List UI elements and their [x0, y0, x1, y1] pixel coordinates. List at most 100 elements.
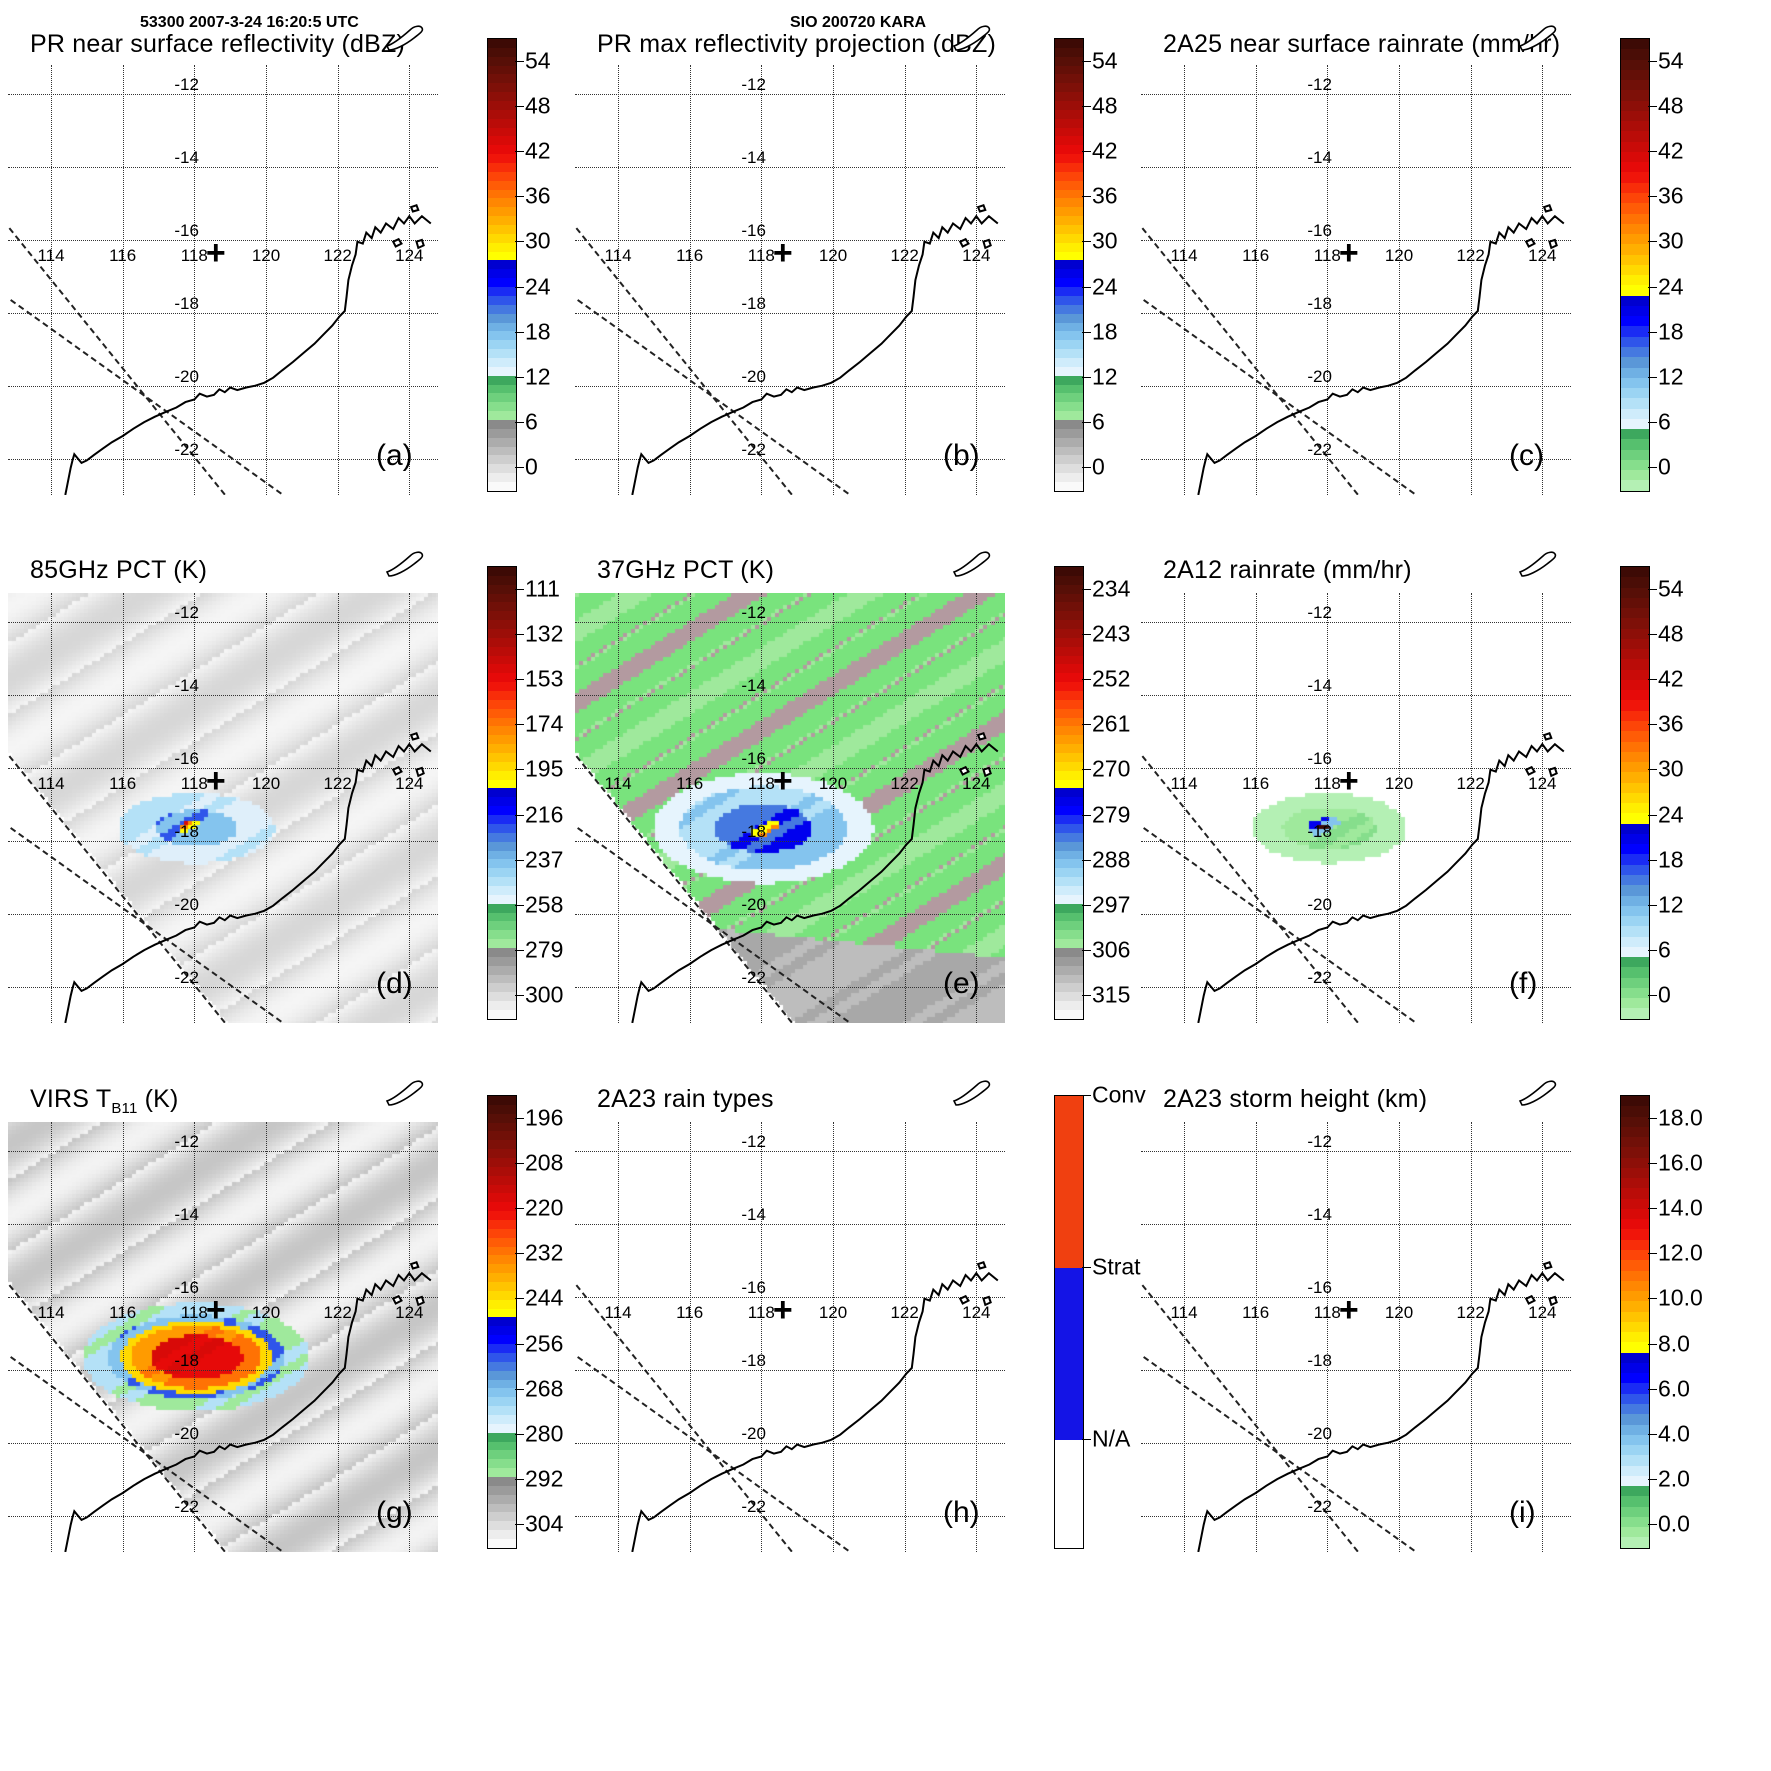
- center-marker: +: [1338, 1290, 1359, 1329]
- colorbar-segment: [488, 375, 516, 385]
- lon-tick-label: 122: [323, 773, 352, 793]
- colorbar-label: 18: [1092, 318, 1118, 345]
- colorbar-segment: [488, 983, 516, 993]
- colorbar-segment: [1055, 419, 1083, 429]
- colorbar-segment: [1055, 567, 1083, 576]
- island-shape: [1542, 732, 1553, 741]
- colorbar-2a12-rainrate: [1620, 566, 1650, 1020]
- colorbar-segment: [1621, 700, 1649, 711]
- colorbar-segment: [1621, 1445, 1649, 1456]
- colorbar-segment: [1621, 439, 1649, 450]
- gridline-lat: [8, 385, 438, 387]
- gridline-lon: [337, 65, 339, 495]
- coastline: [64, 742, 432, 1023]
- colorbar-tick: [515, 1208, 524, 1209]
- colorbar-tick: [1648, 105, 1657, 107]
- panel-title-37ghz-pct: 37GHz PCT (K): [597, 556, 774, 585]
- colorbar-segment: [1055, 92, 1083, 102]
- colorbar-segment: [488, 974, 516, 984]
- gridline-lon: [904, 593, 906, 1023]
- colorbar-segment: [1621, 741, 1649, 752]
- lon-tick-label: 122: [1456, 1302, 1485, 1322]
- colorbar-label: 270: [1092, 755, 1131, 782]
- colorbar-segment: [488, 402, 516, 412]
- colorbar-segment: [1055, 428, 1083, 438]
- island-shape: [1548, 238, 1558, 250]
- lon-tick-label: 114: [604, 1302, 632, 1322]
- colorbar-segment: [488, 1370, 516, 1380]
- island-shape: [1524, 1294, 1536, 1305]
- colorbar-label: 42: [525, 137, 551, 164]
- map-2a12-rainrate[interactable]: 114 116 118 120 122 124 -12 -14 -16 -18 -20 -22 +: [1141, 593, 1571, 1023]
- lon-tick-label: 120: [1384, 1302, 1414, 1322]
- colorbar-tick: [515, 905, 524, 906]
- colorbar-segment: [488, 455, 516, 465]
- colorbar-segment: [1055, 357, 1083, 367]
- colorbar-label: 24: [1658, 273, 1684, 300]
- lon-tick-label: 114: [604, 773, 632, 793]
- colorbar-tick: [1082, 905, 1091, 906]
- colorbar-segment: [488, 464, 516, 474]
- gridline-lat: [8, 1442, 438, 1444]
- colorbar-segment: [488, 1485, 516, 1495]
- colorbar-segment: [1055, 575, 1083, 585]
- colorbar-label: 48: [1658, 620, 1684, 647]
- colorbar-segment: [488, 930, 516, 940]
- island-shape: [391, 237, 403, 248]
- colorbar-segment: [488, 1414, 516, 1424]
- center-marker: +: [205, 1290, 226, 1329]
- colorbar-segment: [1621, 998, 1649, 1009]
- lon-tick-label: 122: [890, 773, 919, 793]
- colorbar-segment: [1621, 1414, 1649, 1425]
- colorbar-tick: [1648, 331, 1657, 333]
- colorbar-label: 54: [1658, 575, 1684, 602]
- colorbar-tick: [1082, 588, 1091, 590]
- island-shape: [409, 732, 420, 741]
- colorbar-segment: [1055, 885, 1083, 895]
- colorbar-segment: [488, 1441, 516, 1451]
- gridline-lon: [761, 65, 763, 495]
- gridline-lon: [833, 1122, 834, 1552]
- panel-id-label: (a): [376, 439, 413, 472]
- map-2a23-storm-height[interactable]: 114 116 118 120 122 124 -12 -14 -16 -18 -20 -22 +: [1141, 1122, 1571, 1552]
- center-marker: +: [772, 233, 793, 272]
- lat-tick-label: -12: [174, 75, 199, 95]
- colorbar-segment: [1055, 673, 1083, 683]
- colorbar-label: 237: [525, 846, 564, 873]
- colorbar-tick: [1648, 1253, 1657, 1255]
- colorbar-segment: [488, 1237, 516, 1247]
- colorbar-segment: [1621, 905, 1649, 917]
- colorbar-segment: [1055, 340, 1083, 350]
- colorbar-label: 288: [1092, 846, 1131, 873]
- map-37ghz-pct[interactable]: 114 116 118 120 122 124 -12 -14 -16 -18 -20 -22 +: [575, 593, 1005, 1023]
- colorbar-tick: [515, 950, 524, 952]
- panel-title-text: 2A25 near surface rainrate (mm/hr): [1163, 30, 1561, 58]
- map-pr-max-reflectivity-projection[interactable]: 114 116 118 120 122 124 -12 -14 -16 -18 -20 -22 +: [575, 65, 1005, 495]
- lat-tick-label: -12: [741, 603, 766, 623]
- colorbar-tick: [1082, 105, 1091, 107]
- lat-tick-label: -14: [1307, 676, 1332, 696]
- lon-tick-label: 116: [109, 773, 137, 793]
- colorbar-segment: [1055, 1001, 1083, 1010]
- colorbar-segment: [488, 154, 516, 164]
- colorbar-segment: [1621, 1342, 1649, 1353]
- colorbar-tick: [1648, 859, 1657, 861]
- colorbar-label: 232: [525, 1239, 564, 1266]
- colorbar-segment: [488, 163, 516, 172]
- colorbar-segment: [488, 446, 516, 456]
- map-virs-tb11[interactable]: 114 116 118 120 122 124 -12 -14 -16 -18 -20 -22 +: [8, 1122, 438, 1552]
- map-2a23-rain-types[interactable]: 114 116 118 120 122 124 -12 -14 -16 -18 -20 -22 +: [575, 1122, 1005, 1552]
- colorbar-segment: [1621, 1475, 1649, 1487]
- colorbar-label: 279: [1092, 801, 1131, 828]
- lon-tick-label: 116: [109, 1302, 137, 1322]
- map-pr-near-surface-reflectivity[interactable]: 114 116 118 120 122 124 -12 -14 -16 -18 -20 -22 +: [8, 65, 438, 495]
- map-2a25-near-surface-rainrate[interactable]: 114 116 118 120 122 124 -12 -14 -16 -18 -20 -22 +: [1141, 65, 1571, 495]
- colorbar-segment: [1055, 455, 1083, 465]
- panel-title-pr-near-surface-reflectivity: PR near surface reflectivity (dBZ): [30, 30, 405, 59]
- lon-tick-label: 124: [1528, 245, 1557, 265]
- lat-tick-label: -18: [1307, 293, 1332, 313]
- gridline-lon: [618, 593, 619, 1023]
- map-85ghz-pct[interactable]: 114 116 118 120 122 124 -12 -14 -16 -18 -20 -22 +: [8, 593, 438, 1023]
- island-glyph-icon: [1516, 548, 1560, 583]
